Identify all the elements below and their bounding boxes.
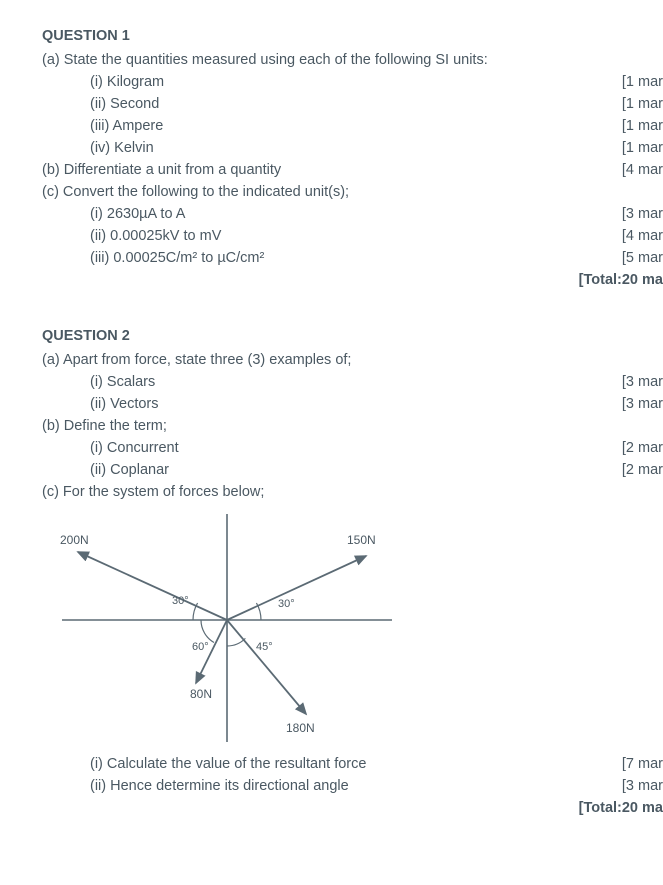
q2b-ii: (ii) Coplanar [2 mar [42, 462, 663, 478]
q2a-i: (i) Scalars [3 mar [42, 374, 663, 390]
svg-text:30°: 30° [172, 595, 189, 607]
svg-text:180N: 180N [286, 721, 315, 735]
q2c-ii-label: (ii) Hence determine its directional ang… [42, 778, 349, 794]
q2c-i-marks: [7 mar [622, 756, 663, 772]
q2c-i: (i) Calculate the value of the resultant… [42, 756, 663, 772]
q2b-i-label: (i) Concurrent [42, 440, 179, 456]
q1c-i-marks: [3 mar [622, 206, 663, 222]
q1c-ii-label: (ii) 0.00025kV to mV [42, 228, 221, 244]
q2c-text: (c) For the system of forces below; [42, 484, 663, 500]
q1a-ii: (ii) Second [1 mar [42, 96, 663, 112]
q1c-label: (c) Convert the following to the indicat… [42, 184, 349, 200]
q2b-i: (i) Concurrent [2 mar [42, 440, 663, 456]
q1a-iv-marks: [1 mar [622, 140, 663, 156]
svg-text:60°: 60° [192, 641, 209, 653]
q1c-ii-marks: [4 mar [622, 228, 663, 244]
q1a-i-marks: [1 mar [622, 74, 663, 90]
q2c-i-label: (i) Calculate the value of the resultant… [42, 756, 366, 772]
q1a-iii-marks: [1 mar [622, 118, 663, 134]
q1a-ii-label: (ii) Second [42, 96, 159, 112]
q1-total: [Total:20 ma [42, 272, 663, 288]
svg-text:30°: 30° [278, 598, 295, 610]
q2a-ii-marks: [3 mar [622, 396, 663, 412]
q1c-ii: (ii) 0.00025kV to mV [4 mar [42, 228, 663, 244]
q2c-label: (c) For the system of forces below; [42, 484, 264, 500]
q2a-i-marks: [3 mar [622, 374, 663, 390]
q2b-text: (b) Define the term; [42, 418, 663, 434]
force-diagram: 200N 30° 150N 30° 80N 60° 180N 45° [42, 510, 663, 750]
q2a-text: (a) Apart from force, state three (3) ex… [42, 352, 663, 368]
q1c-text: (c) Convert the following to the indicat… [42, 184, 663, 200]
svg-text:200N: 200N [60, 533, 89, 547]
q2a-i-label: (i) Scalars [42, 374, 155, 390]
q2b-i-marks: [2 mar [622, 440, 663, 456]
svg-text:150N: 150N [347, 533, 376, 547]
q1c-iii: (iii) 0.00025C/m² to µC/cm² [5 mar [42, 250, 663, 266]
q1a-i: (i) Kilogram [1 mar [42, 74, 663, 90]
q1c-iii-marks: [5 mar [622, 250, 663, 266]
q2c-ii-marks: [3 mar [622, 778, 663, 794]
q2b-label: (b) Define the term; [42, 418, 167, 434]
q1b-label: (b) Differentiate a unit from a quantity [42, 162, 281, 178]
q1a-iv: (iv) Kelvin [1 mar [42, 140, 663, 156]
q1b-marks: [4 mar [622, 162, 663, 178]
q1a-iv-label: (iv) Kelvin [42, 140, 154, 156]
q2b-ii-label: (ii) Coplanar [42, 462, 169, 478]
q1a-ii-marks: [1 mar [622, 96, 663, 112]
q2a-label: (a) Apart from force, state three (3) ex… [42, 352, 351, 368]
q2a-ii-label: (ii) Vectors [42, 396, 159, 412]
q1b: (b) Differentiate a unit from a quantity… [42, 162, 663, 178]
q1a-i-label: (i) Kilogram [42, 74, 164, 90]
svg-text:45°: 45° [256, 641, 273, 653]
q1c-iii-label: (iii) 0.00025C/m² to µC/cm² [42, 250, 264, 266]
q1a-text: (a) State the quantities measured using … [42, 52, 663, 68]
q2-title: QUESTION 2 [42, 328, 663, 344]
q1a-iii-label: (iii) Ampere [42, 118, 163, 134]
svg-text:80N: 80N [190, 687, 212, 701]
q2a-ii: (ii) Vectors [3 mar [42, 396, 663, 412]
q2c-ii: (ii) Hence determine its directional ang… [42, 778, 663, 794]
q1-title: QUESTION 1 [42, 28, 663, 44]
q1a-label: (a) State the quantities measured using … [42, 52, 488, 68]
q1c-i: (i) 2630µA to A [3 mar [42, 206, 663, 222]
q1c-i-label: (i) 2630µA to A [42, 206, 185, 222]
q1a-iii: (iii) Ampere [1 mar [42, 118, 663, 134]
q2-total: [Total:20 ma [42, 800, 663, 816]
q2b-ii-marks: [2 mar [622, 462, 663, 478]
force-svg: 200N 30° 150N 30° 80N 60° 180N 45° [42, 510, 402, 750]
